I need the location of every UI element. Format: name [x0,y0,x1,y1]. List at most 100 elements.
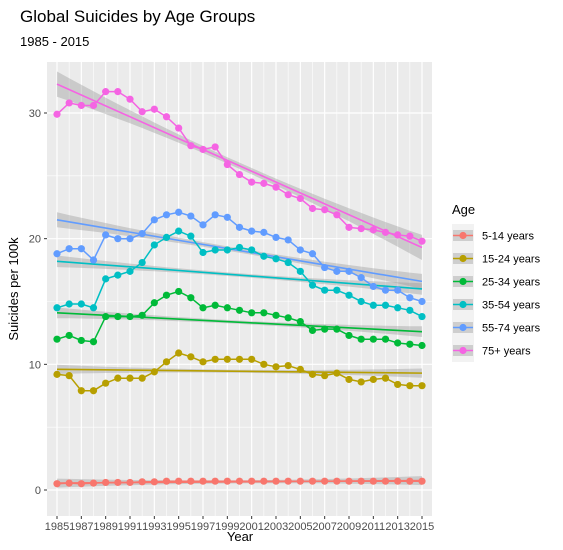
legend-label: 75+ years [482,346,531,358]
data-point [308,204,317,213]
data-point [175,227,183,235]
data-point [126,95,134,103]
legend-label: 35-54 years [482,300,541,312]
data-point [369,375,377,384]
legend-label: 5-14 years [482,231,534,243]
data-point [65,479,73,487]
data-point [150,478,158,486]
data-point [357,335,365,343]
data-point [150,241,158,249]
data-point [102,379,110,387]
data-point [102,231,110,239]
data-point [272,233,280,242]
data-point [223,355,231,363]
data-point [150,105,158,113]
grid-lines [47,62,432,516]
x-tick-label: 1991 [118,521,142,533]
x-tick-label: 2009 [337,521,361,533]
data-point [114,271,122,279]
legend-label: 15-24 years [482,254,541,266]
data-point [357,378,365,386]
data-point [272,255,280,263]
data-point [333,325,341,333]
data-point [381,286,390,294]
data-point [126,312,134,321]
data-point [345,477,353,485]
data-point [53,250,61,258]
x-tick-label: 1997 [191,521,215,533]
data-point [102,312,110,321]
data-point [211,355,219,363]
data-point [284,236,292,244]
data-point [199,477,207,485]
data-point [418,477,426,485]
data-point [296,477,304,485]
legend-key-point [459,231,467,240]
x-tick-label: 2013 [385,521,409,533]
data-point [308,326,317,335]
data-point [138,258,146,267]
data-point [187,294,195,302]
data-point [223,160,231,169]
data-point [418,297,426,306]
data-point [260,252,268,260]
data-point [53,480,61,488]
data-point [187,477,195,485]
data-point [308,477,317,485]
data-point [369,335,377,343]
data-point [394,339,402,347]
data-point [150,368,158,376]
data-point [333,477,341,485]
data-point [381,228,390,236]
legend-key-point [459,277,467,286]
data-point [321,206,329,214]
data-point [175,208,183,216]
data-point [53,335,61,343]
data-point [199,358,207,366]
data-point [406,294,414,302]
data-point [260,360,268,368]
legend: 5-14 years 15-24 years 25-34 years 35-54 ye… [452,224,541,362]
data-point [321,263,329,272]
x-tick-label: 1987 [69,521,93,533]
data-point [333,286,341,294]
data-point [248,227,256,235]
legend-key-point [459,254,467,263]
x-tick-label: 1999 [215,521,239,533]
data-point [102,478,110,487]
data-point [65,331,73,340]
data-point [357,297,365,306]
data-point [381,477,390,485]
data-point [65,245,73,253]
data-point [102,275,110,283]
data-point [65,300,73,308]
data-point [321,286,329,294]
data-point [308,250,317,258]
data-point [406,340,414,348]
data-point [272,363,280,371]
x-tick-label: 1993 [142,521,166,533]
trend-line [56,260,423,290]
data-point [126,267,134,275]
data-point [381,335,390,343]
data-point [89,304,98,312]
data-point [394,380,402,389]
data-point [321,477,329,485]
data-point [65,372,73,380]
data-point [381,301,390,309]
legend-key-point [459,346,467,355]
x-axis-title: Year [227,529,254,544]
data-point [235,306,244,314]
data-point [223,213,231,221]
data-point [77,245,85,253]
data-point [89,338,98,346]
data-point [199,248,207,257]
data-point [418,237,426,245]
data-point [296,318,304,326]
data-point [345,291,353,299]
data-point [162,358,171,366]
data-point [53,370,61,378]
data-point [235,355,244,363]
y-tick-label: 10 [29,359,41,371]
x-tick-label: 2003 [264,521,288,533]
